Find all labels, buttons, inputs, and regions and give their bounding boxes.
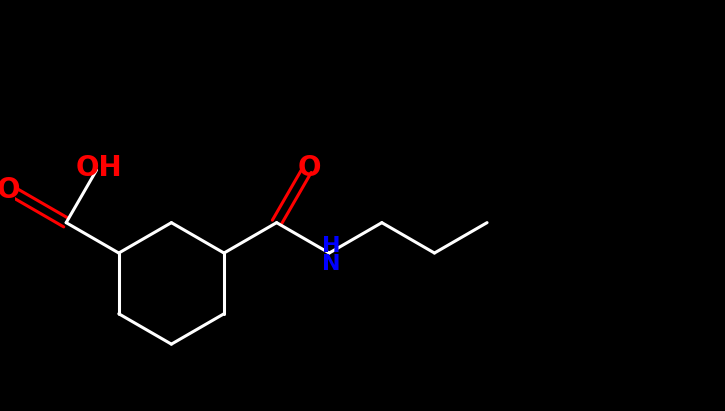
Text: OH: OH (75, 154, 122, 182)
Text: O: O (297, 154, 320, 182)
Text: O: O (0, 176, 20, 204)
Text: H
N: H N (322, 236, 341, 274)
